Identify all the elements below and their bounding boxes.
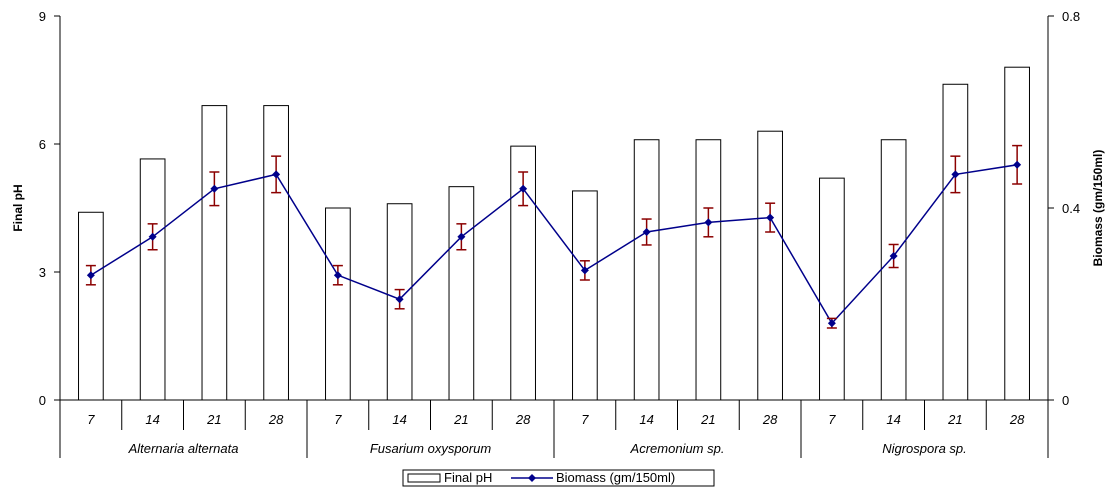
bar-final-ph [448,186,475,401]
biomass-point [1013,160,1022,169]
legend-label-final-ph: Final pH [444,470,492,485]
biomass-point [148,232,157,241]
biomass-point [766,213,775,222]
biomass-line [90,164,1018,325]
x-tick-label: 7 [828,412,836,427]
x-tick-label: 7 [87,412,95,427]
biomass-point [642,228,651,236]
bar-final-ph [1004,66,1030,401]
y-tick-label: 9 [39,9,46,24]
biomass-point [951,170,960,179]
y2-tick-label: 0 [1062,393,1069,408]
x-tick-label: 14 [145,412,159,427]
y2-axis-label: Biomass (gm/150ml) [1091,150,1105,267]
legend-marker-diamond [528,474,536,482]
group-label: Nigrospora sp. [882,441,967,456]
bar-final-ph [695,139,722,401]
biomass-point [333,271,342,280]
bar-final-ph [325,207,351,401]
x-tick-label: 14 [886,412,900,427]
biomass-point [519,184,528,193]
bar-final-ph [633,139,660,401]
bar-final-ph [78,211,104,401]
x-tick-label: 21 [947,412,962,427]
x-tick-label: 28 [515,412,531,427]
biomass-point [889,252,898,260]
bar-final-ph [880,139,907,401]
biomass-point [86,271,95,280]
y2-tick-label: 0.4 [1062,201,1080,216]
x-tick-label: 28 [1009,412,1025,427]
biomass-point [704,218,713,227]
x-tick-label: 28 [268,412,284,427]
biomass-point [827,319,836,328]
x-tick-label: 14 [639,412,653,427]
x-tick-label: 21 [206,412,221,427]
x-tick-label: 14 [392,412,406,427]
y2-tick-label: 0.8 [1062,9,1080,24]
y-axis-label: Final pH [11,184,25,231]
bar-final-ph [201,105,228,401]
y-tick-label: 0 [39,393,46,408]
y-tick-label: 6 [39,137,46,152]
x-tick-label: 21 [453,412,468,427]
x-tick-label: 28 [762,412,778,427]
bar-final-ph [757,130,783,401]
biomass-point [395,295,404,304]
bar-final-ph [139,158,166,401]
biomass-point [272,170,281,179]
group-label: Alternaria alternata [128,441,239,456]
bar-final-ph [819,177,845,401]
biomass-point [580,266,589,275]
legend: Final pH Biomass (gm/150ml) [402,469,715,487]
bar-final-ph [572,190,598,401]
y-tick-label: 3 [39,265,46,280]
group-label: Fusarium oxysporum [370,441,492,456]
group-label: Acremonium sp. [630,441,725,456]
x-tick-label: 7 [334,412,342,427]
bar-final-ph [263,105,289,401]
bar-final-ph [942,83,969,401]
biomass-point [457,232,466,241]
x-tick-label: 21 [700,412,715,427]
x-tick-label: 7 [581,412,589,427]
biomass-point [210,184,219,193]
legend-label-biomass: Biomass (gm/150ml) [556,470,675,485]
legend-box [402,469,715,487]
legend-bar-swatch [407,473,441,483]
